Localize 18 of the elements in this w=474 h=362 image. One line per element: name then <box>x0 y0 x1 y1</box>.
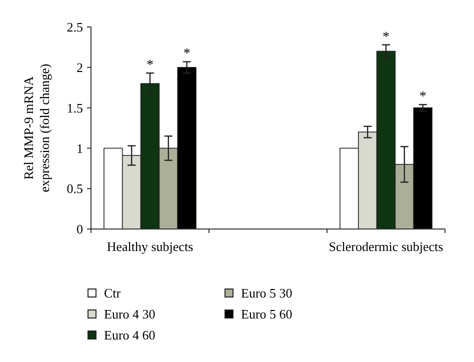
y-tick-label: 0.5 <box>66 181 83 196</box>
legend-label: Ctr <box>104 286 122 301</box>
data-label: * <box>382 30 390 45</box>
y-axis-title: Rel MMP-9 mRNA expression (fold change) <box>21 64 52 192</box>
legend-label: Euro 5 30 <box>241 286 292 301</box>
data-label: * <box>146 58 154 74</box>
data-label: * <box>183 46 190 62</box>
y-tick-label: 1.5 <box>66 100 83 116</box>
y-tick-label: 1 <box>76 140 83 156</box>
x-tick-label: Sclerodermic subjects <box>328 239 444 254</box>
x-tick-label: Healthy subjects <box>106 239 194 254</box>
y-tick-label: 2 <box>76 60 83 75</box>
legend-label: Euro 4 60 <box>104 328 156 343</box>
y-tick-label: 2.5 <box>66 20 83 35</box>
y-tick-label: 0 <box>76 222 83 237</box>
legend-label: Euro 4 30 <box>104 306 156 322</box>
data-label: * <box>419 90 426 105</box>
legend-label: Euro 5 60 <box>241 306 292 322</box>
